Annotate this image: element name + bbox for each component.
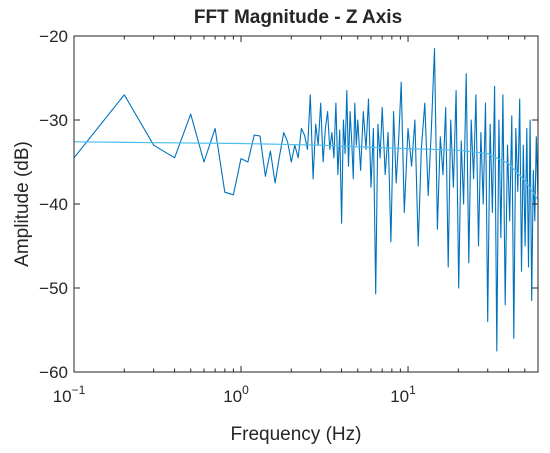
series-layer (73, 48, 539, 352)
series-line-raw (73, 48, 539, 352)
x-tick-exponent: 0 (242, 383, 249, 397)
x-tick-base: 10 (53, 387, 72, 406)
y-tick-label: −60 (39, 363, 68, 382)
x-tick-exponent: −1 (72, 383, 86, 397)
series-line-smoothed (73, 141, 539, 201)
x-axis: 10−1 100 101 (53, 36, 539, 406)
y-tick-label: −30 (39, 111, 68, 130)
y-tick-label: −40 (39, 195, 68, 214)
x-tick-label: 10−1 (53, 383, 86, 406)
y-tick-label: −50 (39, 279, 68, 298)
chart-title: FFT Magnitude - Z Axis (194, 7, 402, 28)
y-axis-label: Amplitude (dB) (12, 141, 33, 267)
x-tick-exponent: 1 (409, 383, 416, 397)
x-tick-base: 10 (390, 387, 409, 406)
x-tick-label: 100 (223, 383, 249, 406)
x-tick-label: 101 (390, 383, 416, 406)
y-tick-label: −20 (39, 27, 68, 46)
x-axis-label: Frequency (Hz) (231, 424, 362, 445)
x-tick-base: 10 (223, 387, 242, 406)
y-axis: −60 −50 −40 −30 −20 (39, 27, 538, 382)
